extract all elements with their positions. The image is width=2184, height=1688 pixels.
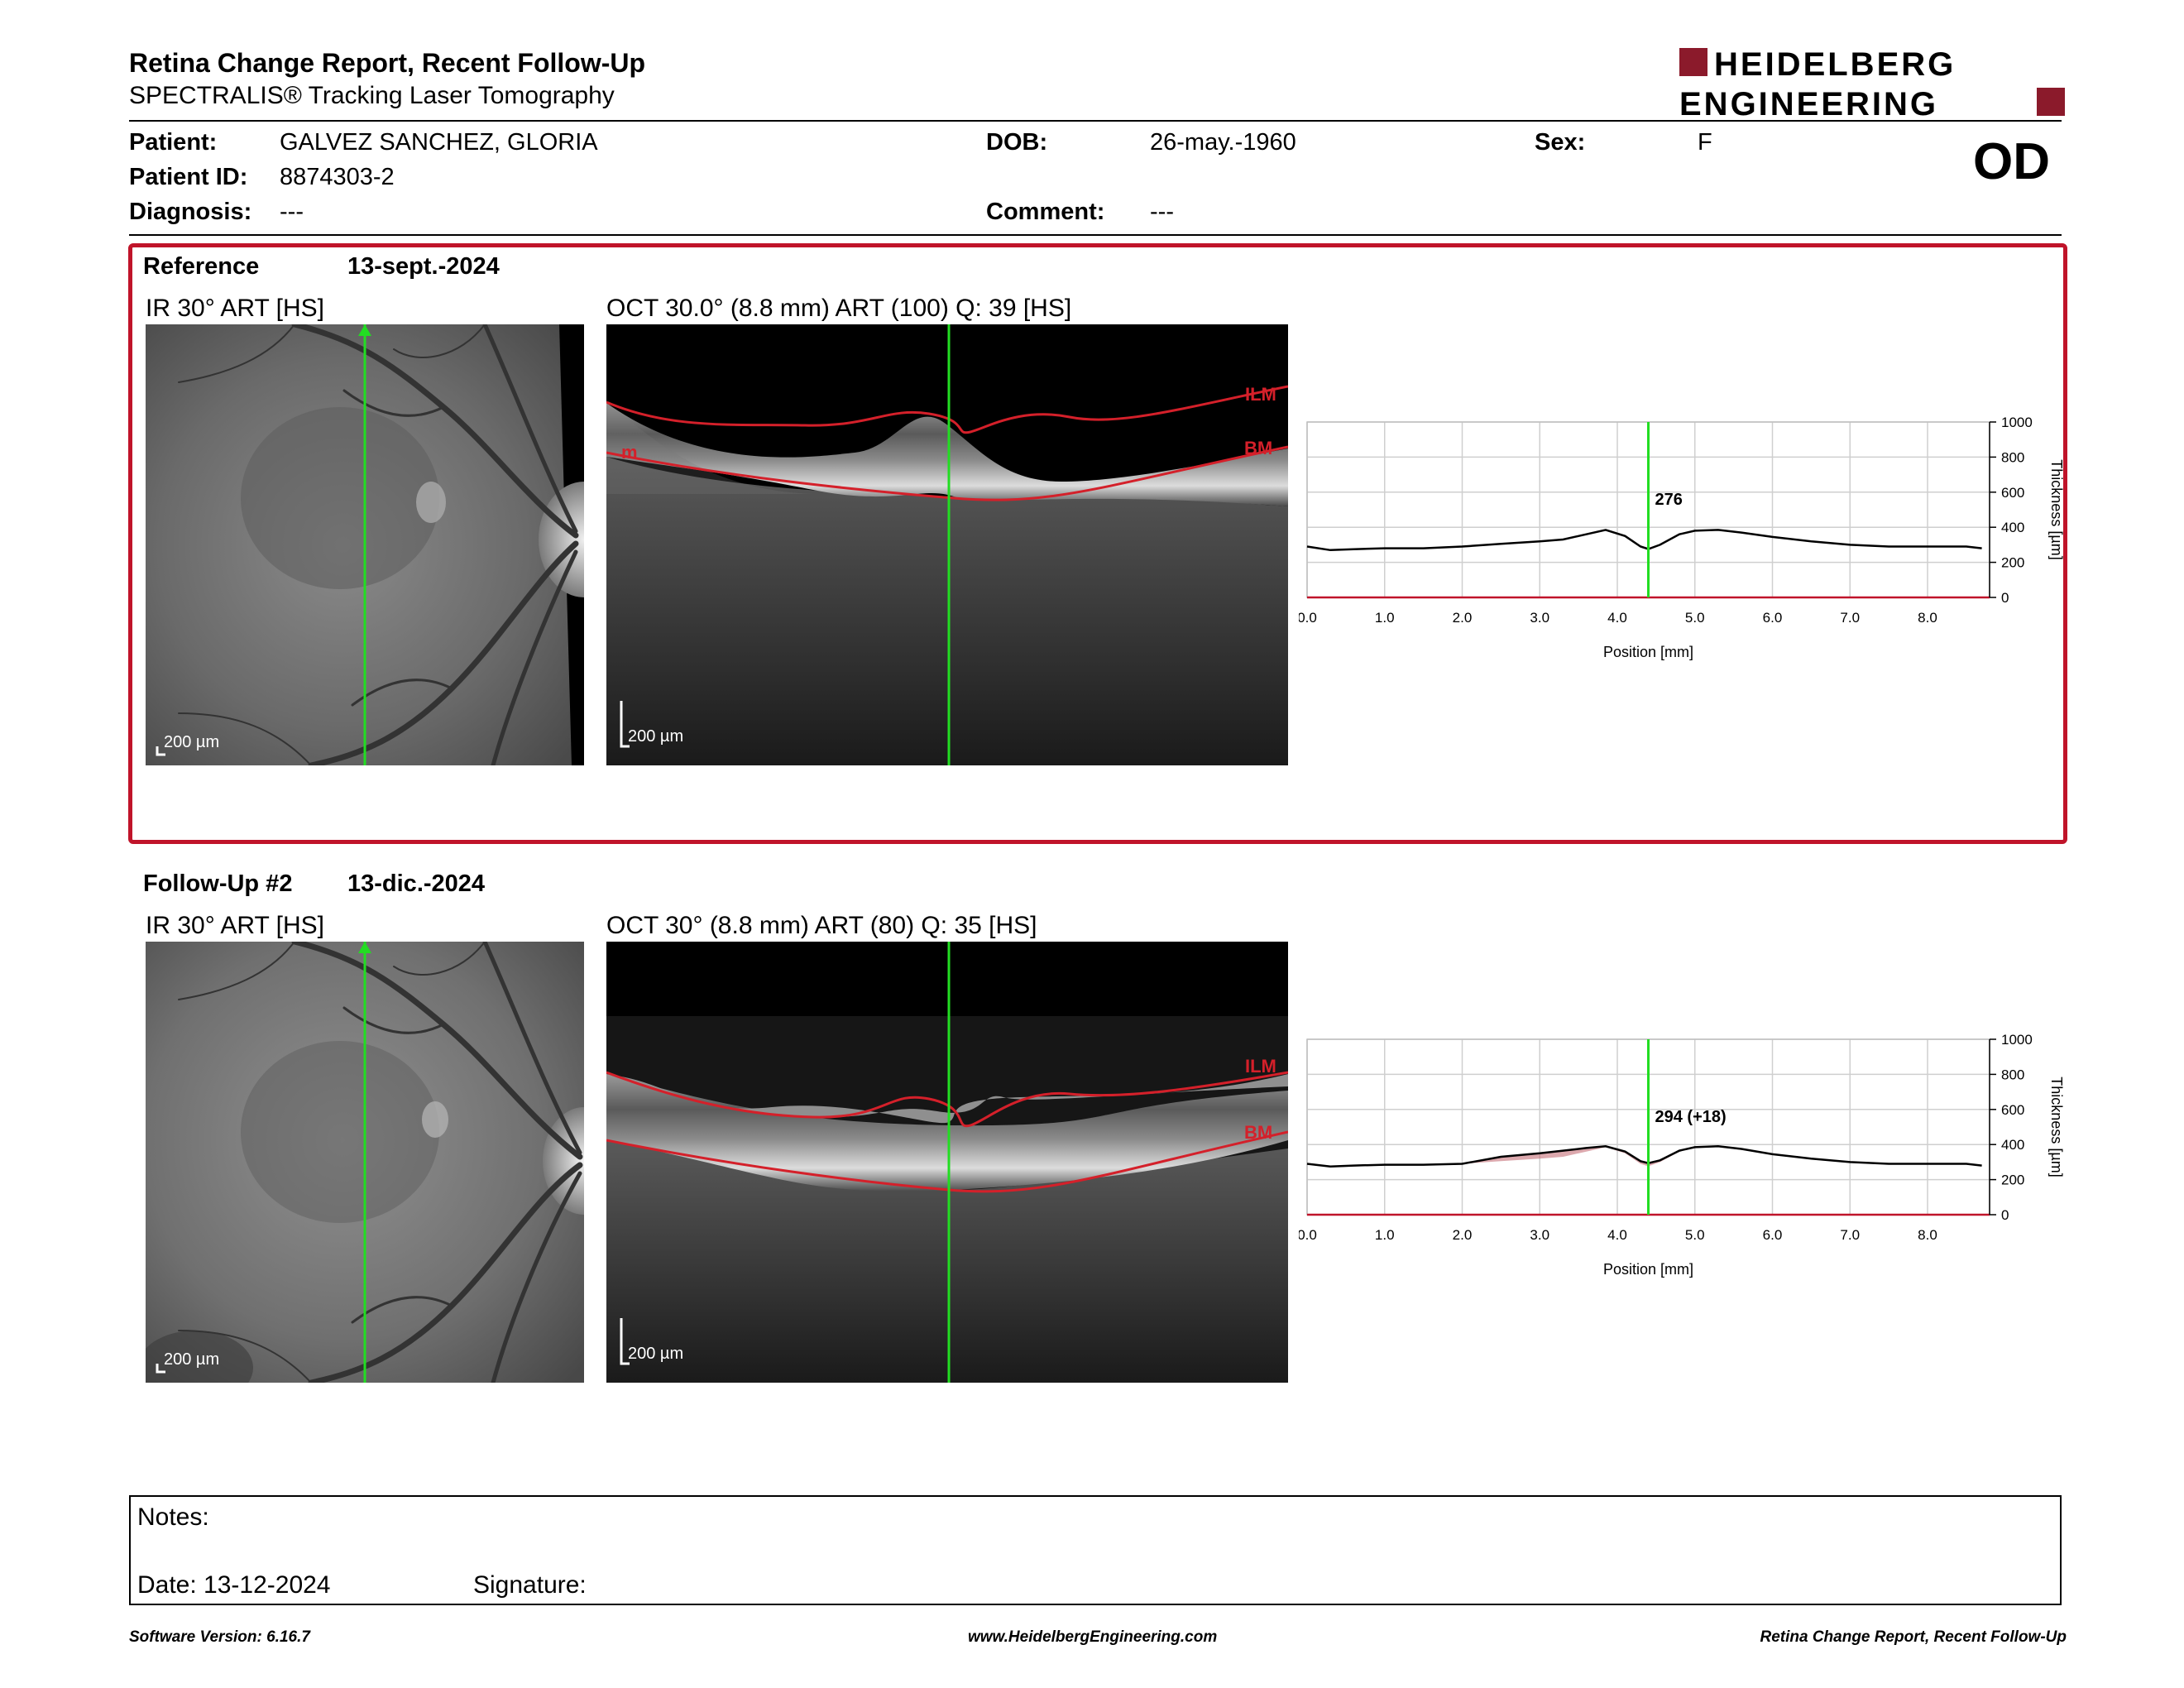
diagnosis-value: --- (280, 199, 304, 225)
x-tick-label: 3.0 (1530, 610, 1549, 626)
reference-thickness-chart: 0 200 400 600 800 1000 0.0 1.0 2.0 3.0 4.0 5.0 6.0 7.… (1297, 414, 2068, 679)
y-tick-label: 1000 (2001, 415, 2033, 430)
diagnosis-label: Diagnosis: (129, 199, 252, 225)
y-tick-label: 400 (2001, 520, 2024, 535)
y-tick-label: 600 (2001, 485, 2024, 501)
y-tick-label: 1000 (2001, 1032, 2033, 1048)
reference-oct-label: OCT 30.0° (8.8 mm) ART (100) Q: 39 [HS] (606, 295, 1072, 322)
footer-report-name: Retina Change Report, Recent Follow-Up (1760, 1628, 2067, 1646)
notes-label: Notes: (137, 1503, 209, 1531)
svg-text:m: m (621, 442, 638, 463)
y-tick-label: 0 (2001, 1207, 2009, 1223)
signature-label: Signature: (473, 1571, 587, 1599)
x-tick-label: 6.0 (1763, 1227, 1783, 1243)
reference-label: Reference (143, 253, 260, 280)
svg-text:200 µm: 200 µm (628, 1345, 683, 1363)
followup-thickness-chart: 0 200 400 600 800 1000 0.0 1.0 2.0 3.0 4.0 5.0 6.0 7.… (1297, 1031, 2068, 1296)
thickness-line (1306, 529, 1982, 552)
cursor-value-label: 294 (+18) (1655, 1108, 1727, 1126)
svg-text:ENGINEERING: ENGINEERING (1679, 86, 1938, 119)
y-tick-label: 0 (2001, 590, 2009, 606)
reference-ir-image[interactable]: 200 µm (146, 324, 584, 765)
svg-text:BM: BM (1244, 438, 1272, 458)
cursor-value-label: 276 (1655, 491, 1683, 509)
patient-name: GALVEZ SANCHEZ, GLORIA (280, 129, 598, 156)
x-axis-label: Position [mm] (1603, 644, 1693, 660)
x-tick-label: 6.0 (1763, 610, 1783, 626)
patient-divider (129, 234, 2062, 236)
y-tick-label: 200 (2001, 1172, 2024, 1188)
y-axis-label: Thickness [µm] (2048, 1077, 2065, 1177)
svg-text:ILM: ILM (1245, 1056, 1276, 1077)
comment-value: --- (1150, 199, 1174, 225)
report-title: Retina Change Report, Recent Follow-Up (129, 48, 646, 78)
x-tick-label: 7.0 (1840, 1227, 1860, 1243)
sex-label: Sex: (1535, 129, 1586, 156)
x-tick-label: 2.0 (1453, 610, 1473, 626)
x-tick-label: 3.0 (1530, 1227, 1549, 1243)
y-tick-label: 200 (2001, 555, 2024, 571)
x-tick-label: 2.0 (1453, 1227, 1473, 1243)
report-subtitle: SPECTRALIS® Tracking Laser Tomography (129, 82, 615, 109)
svg-text:200 µm: 200 µm (164, 1350, 219, 1369)
y-tick-label: 800 (2001, 1067, 2024, 1082)
footer-website[interactable]: www.HeidelbergEngineering.com (968, 1628, 1218, 1646)
heidelberg-logo: HEIDELBERG ENGINEERING (1679, 45, 2068, 122)
reference-frame (128, 243, 2067, 844)
dob-label: DOB: (986, 129, 1048, 156)
reference-oct-scan[interactable]: BM ILM m 200 µm (606, 324, 1288, 765)
x-tick-label: 5.0 (1685, 610, 1705, 626)
followup-ir-label: IR 30° ART [HS] (146, 912, 324, 939)
x-tick-label: 7.0 (1840, 610, 1860, 626)
footer-software-version: Software Version: 6.16.7 (129, 1628, 310, 1646)
patient-id: 8874303-2 (280, 164, 395, 190)
notes-date: Date: 13-12-2024 (137, 1571, 331, 1599)
x-tick-label: 8.0 (1918, 610, 1937, 626)
x-tick-label: 0.0 (1299, 1227, 1317, 1243)
comment-label: Comment: (986, 199, 1105, 225)
x-tick-label: 1.0 (1375, 1227, 1395, 1243)
header-divider (129, 120, 2062, 122)
svg-text:200 µm: 200 µm (628, 727, 683, 746)
x-axis-label: Position [mm] (1603, 1261, 1693, 1278)
sex-value: F (1698, 129, 1712, 156)
svg-text:ILM: ILM (1245, 384, 1276, 405)
x-tick-label: 4.0 (1607, 1227, 1627, 1243)
eye-indicator: OD (1973, 133, 2050, 190)
y-tick-label: 800 (2001, 449, 2024, 465)
patient-label: Patient: (129, 129, 218, 156)
y-axis-label: Thickness [µm] (2048, 459, 2065, 559)
thickness-line (1306, 1145, 1982, 1168)
y-tick-label: 400 (2001, 1137, 2024, 1153)
x-tick-label: 5.0 (1685, 1227, 1705, 1243)
followup-label: Follow-Up #2 (143, 870, 293, 897)
followup-ir-image[interactable]: 200 µm (146, 942, 584, 1383)
y-tick-label: 600 (2001, 1102, 2024, 1118)
x-tick-label: 4.0 (1607, 610, 1627, 626)
followup-oct-scan[interactable]: BM ILM 200 µm (606, 942, 1288, 1383)
svg-text:BM: BM (1244, 1122, 1272, 1143)
notes-box[interactable]: Notes: Date: 13-12-2024 Signature: (129, 1495, 2062, 1605)
dob-value: 26-may.-1960 (1150, 129, 1296, 156)
x-tick-label: 0.0 (1299, 610, 1317, 626)
x-tick-label: 1.0 (1375, 610, 1395, 626)
followup-oct-label: OCT 30° (8.8 mm) ART (80) Q: 35 [HS] (606, 912, 1037, 939)
svg-text:200 µm: 200 µm (164, 733, 219, 751)
patient-id-label: Patient ID: (129, 164, 248, 190)
reference-date: 13-sept.-2024 (347, 253, 500, 280)
svg-text:HEIDELBERG: HEIDELBERG (1714, 46, 1956, 83)
followup-date: 13-dic.-2024 (347, 870, 486, 897)
x-tick-label: 8.0 (1918, 1227, 1937, 1243)
reference-ir-label: IR 30° ART [HS] (146, 295, 324, 322)
